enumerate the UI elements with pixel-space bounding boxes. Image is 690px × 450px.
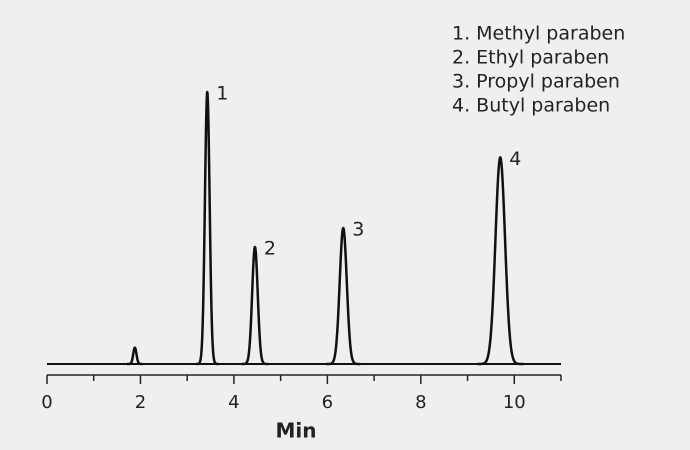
- peak: [125, 346, 144, 366]
- peak: [325, 226, 362, 366]
- peak-label: 3: [352, 219, 364, 241]
- x-tick-label: 6: [322, 392, 333, 413]
- legend-entry: 4. Butyl paraben: [452, 95, 610, 117]
- peak: [476, 156, 524, 366]
- peak-label: 4: [509, 148, 521, 170]
- peak: [195, 90, 220, 366]
- x-tick-label: 0: [41, 392, 52, 413]
- legend-entry: 3. Propyl paraben: [452, 71, 620, 93]
- x-tick-label: 8: [415, 392, 426, 413]
- x-axis-label: Min: [276, 419, 317, 443]
- peak: [240, 245, 270, 366]
- x-tick-label: 4: [228, 392, 239, 413]
- x-tick-label: 2: [135, 392, 146, 413]
- legend-entry: 2. Ethyl paraben: [452, 47, 609, 69]
- legend-entry: 1. Methyl paraben: [452, 23, 625, 45]
- peak-label: 1: [216, 83, 228, 105]
- peak-label: 2: [264, 238, 276, 260]
- x-tick-label: 10: [503, 392, 526, 413]
